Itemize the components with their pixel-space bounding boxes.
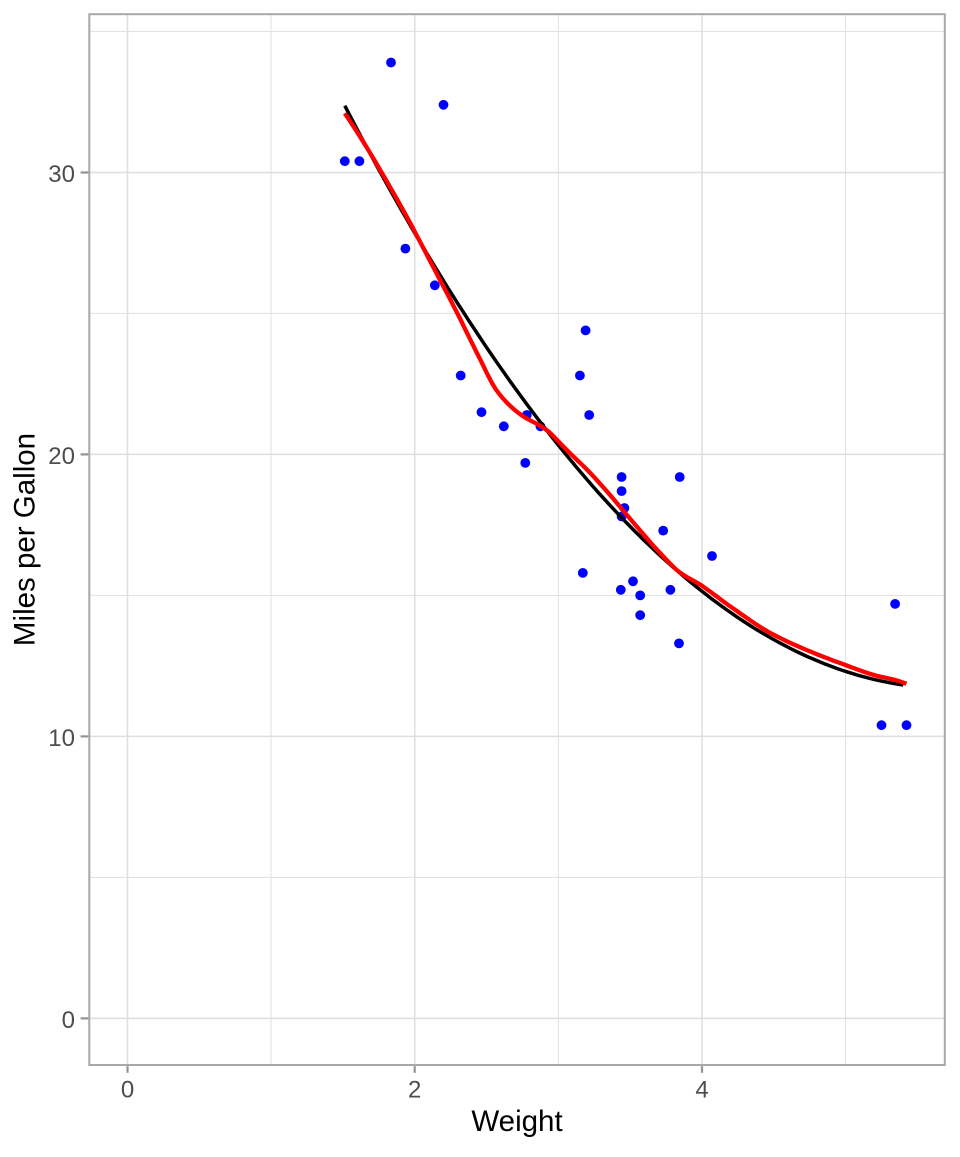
svg-text:4: 4 <box>695 1077 708 1104</box>
svg-text:0: 0 <box>121 1077 134 1104</box>
svg-text:2: 2 <box>408 1077 421 1104</box>
svg-text:Weight: Weight <box>471 1105 562 1138</box>
svg-text:30: 30 <box>48 161 75 188</box>
svg-text:20: 20 <box>48 443 75 470</box>
svg-text:10: 10 <box>48 725 75 752</box>
svg-text:Miles per Gallon: Miles per Gallon <box>9 433 42 646</box>
svg-text:0: 0 <box>62 1007 75 1034</box>
